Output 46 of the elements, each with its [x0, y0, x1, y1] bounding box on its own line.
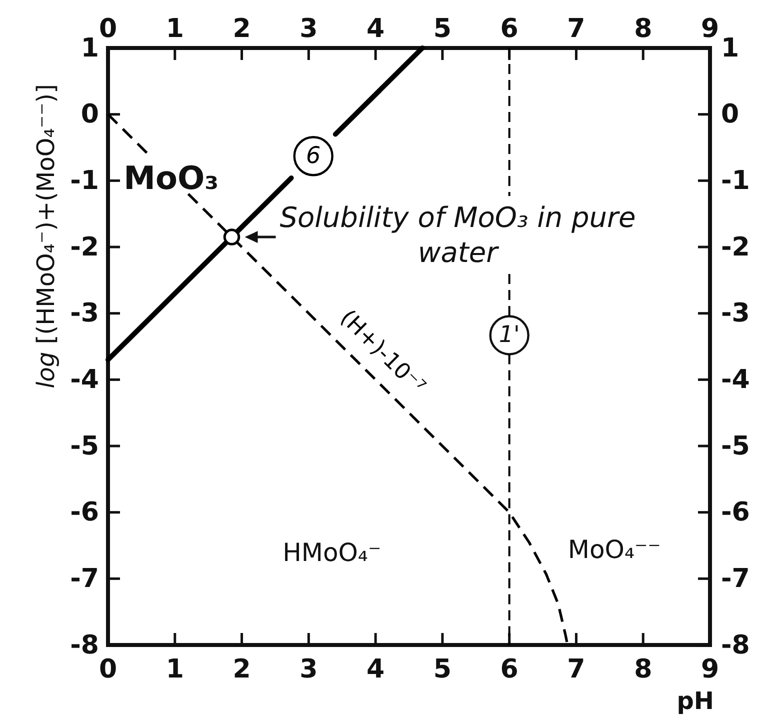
x2-tick-label: 7 — [567, 654, 586, 684]
x-tick-label: 3 — [300, 14, 318, 44]
y-tick-label: -6 — [70, 498, 99, 528]
x-axis-title: pH — [676, 687, 714, 715]
x2-tick-label: 6 — [500, 654, 518, 684]
y2-tick-label: -5 — [721, 431, 750, 462]
y-tick-label: -8 — [70, 630, 99, 660]
y-tick-label: -5 — [70, 431, 99, 462]
y2-tick-label: -6 — [721, 498, 750, 528]
y2-tick-label: 1 — [721, 33, 740, 64]
y-tick-label: -1 — [70, 166, 99, 196]
y2-tick-label: 0 — [721, 100, 740, 130]
annotation: HMoO₄⁻ — [282, 538, 382, 567]
y2-tick-label: -3 — [721, 298, 750, 329]
y2-tick-label: -4 — [721, 364, 750, 395]
x2-tick-label: 9 — [700, 654, 720, 684]
x2-tick-label: 2 — [232, 654, 251, 684]
x-tick-label: 9 — [700, 14, 720, 44]
x2-tick-label: 1 — [166, 654, 184, 684]
x2-tick-label: 3 — [300, 654, 318, 684]
y2-tick-label: -7 — [721, 564, 750, 594]
y-tick-label: 0 — [80, 100, 99, 130]
y2-tick-label: -2 — [721, 232, 750, 262]
y-tick-label: -4 — [70, 364, 99, 395]
x2-tick-label: 5 — [433, 654, 452, 684]
x-tick-label: 8 — [634, 14, 652, 44]
annotation: Solubility of MoO₃ in pure water — [280, 201, 636, 270]
y2-tick-label: -1 — [721, 166, 750, 196]
annotation: MoO₃ — [124, 159, 219, 198]
annotation: 1' — [498, 322, 520, 348]
x-tick-label: 2 — [232, 14, 251, 44]
x2-tick-label: 8 — [634, 654, 652, 684]
x-tick-label: 6 — [500, 14, 518, 44]
y2-tick-label: -8 — [721, 630, 750, 660]
y-axis-title: log [(HMoO₄⁻)+(MoO₄⁻⁻)] — [32, 84, 60, 388]
series-label: 6 — [306, 143, 321, 170]
y-tick-label: -3 — [70, 298, 99, 329]
x-tick-label: 1 — [166, 14, 184, 44]
x2-tick-label: 4 — [366, 654, 385, 684]
y-tick-label: 1 — [80, 33, 99, 64]
x-tick-label: 7 — [567, 14, 586, 44]
y-tick-label: -2 — [70, 232, 99, 262]
annotation: MoO₄⁻⁻ — [568, 534, 661, 564]
x-tick-label: 4 — [366, 14, 385, 44]
x-tick-label: 5 — [433, 14, 452, 44]
y-tick-label: -7 — [70, 564, 99, 594]
